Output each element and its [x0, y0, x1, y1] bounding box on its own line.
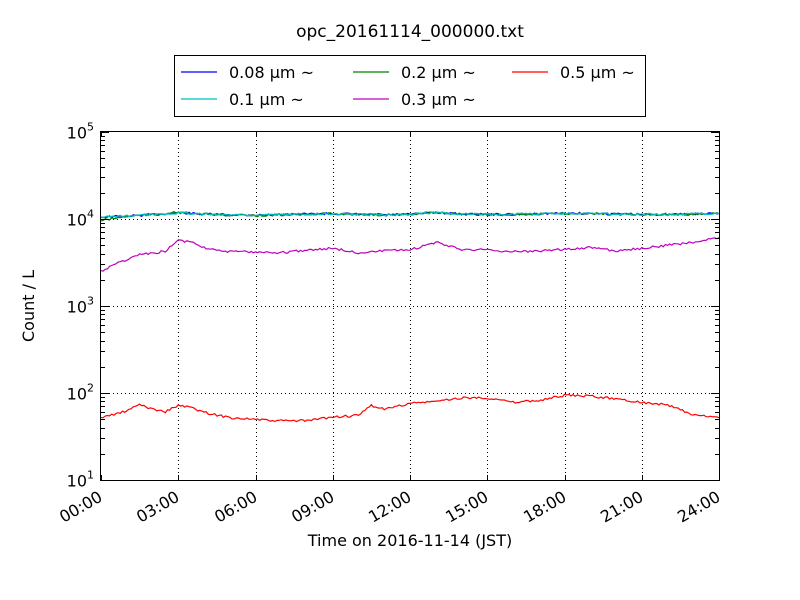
x-tick-label: 24:00 [674, 487, 723, 527]
chart-title: opc_20161114_000000.txt [296, 22, 524, 42]
x-tick-label: 21:00 [597, 487, 646, 527]
legend-box [174, 55, 646, 117]
x-tick-label: 03:00 [133, 487, 182, 527]
x-tick-label: 06:00 [211, 487, 260, 527]
x-tick-label: 12:00 [365, 487, 414, 527]
y-tick-label: 103 [67, 295, 94, 317]
x-tick-labels: 00:00 03:00 06:00 09:00 12:00 15:00 18:00 21:00… [56, 487, 723, 527]
y-axis-label: Count / L [19, 270, 38, 342]
legend-label: 0.08 μm ~ [229, 63, 314, 82]
y-tick-label: 104 [67, 208, 94, 230]
x-tick-label: 15:00 [442, 487, 491, 527]
y-tick-base: 10 [67, 298, 87, 317]
y-tick-base: 10 [67, 472, 87, 491]
series-line [100, 237, 720, 272]
axis-ticks [101, 132, 720, 481]
y-tick-exponent: 5 [87, 121, 94, 134]
plot-frame [100, 131, 720, 481]
y-tick-label: 102 [67, 382, 94, 404]
x-tick-label: 00:00 [56, 487, 105, 527]
legend-label: 0.3 μm ~ [401, 90, 476, 109]
x-tick-label: 09:00 [288, 487, 337, 527]
series-line [100, 393, 720, 423]
series-line [100, 211, 720, 219]
y-tick-label: 105 [67, 121, 94, 143]
gridlines [101, 132, 719, 480]
legend-label: 0.1 μm ~ [229, 90, 304, 109]
legend-label: 0.2 μm ~ [401, 63, 476, 82]
x-axis-label: Time on 2016-11-14 (JST) [307, 531, 512, 550]
y-tick-base: 10 [67, 124, 87, 143]
y-tick-base: 10 [67, 211, 87, 230]
y-tick-label: 101 [67, 469, 94, 491]
plot-series [100, 211, 720, 423]
legend-label: 0.5 μm ~ [560, 63, 635, 82]
legend: 0.08 μm ~ 0.1 μm ~ 0.2 μm ~ 0.3 μm ~ 0.5 μm … [174, 55, 646, 117]
x-tick-label: 18:00 [520, 487, 569, 527]
y-tick-exponent: 1 [87, 469, 94, 482]
y-tick-exponent: 2 [87, 382, 94, 395]
y-tick-exponent: 4 [87, 208, 94, 221]
y-tick-exponent: 3 [87, 295, 94, 308]
y-tick-base: 10 [67, 385, 87, 404]
